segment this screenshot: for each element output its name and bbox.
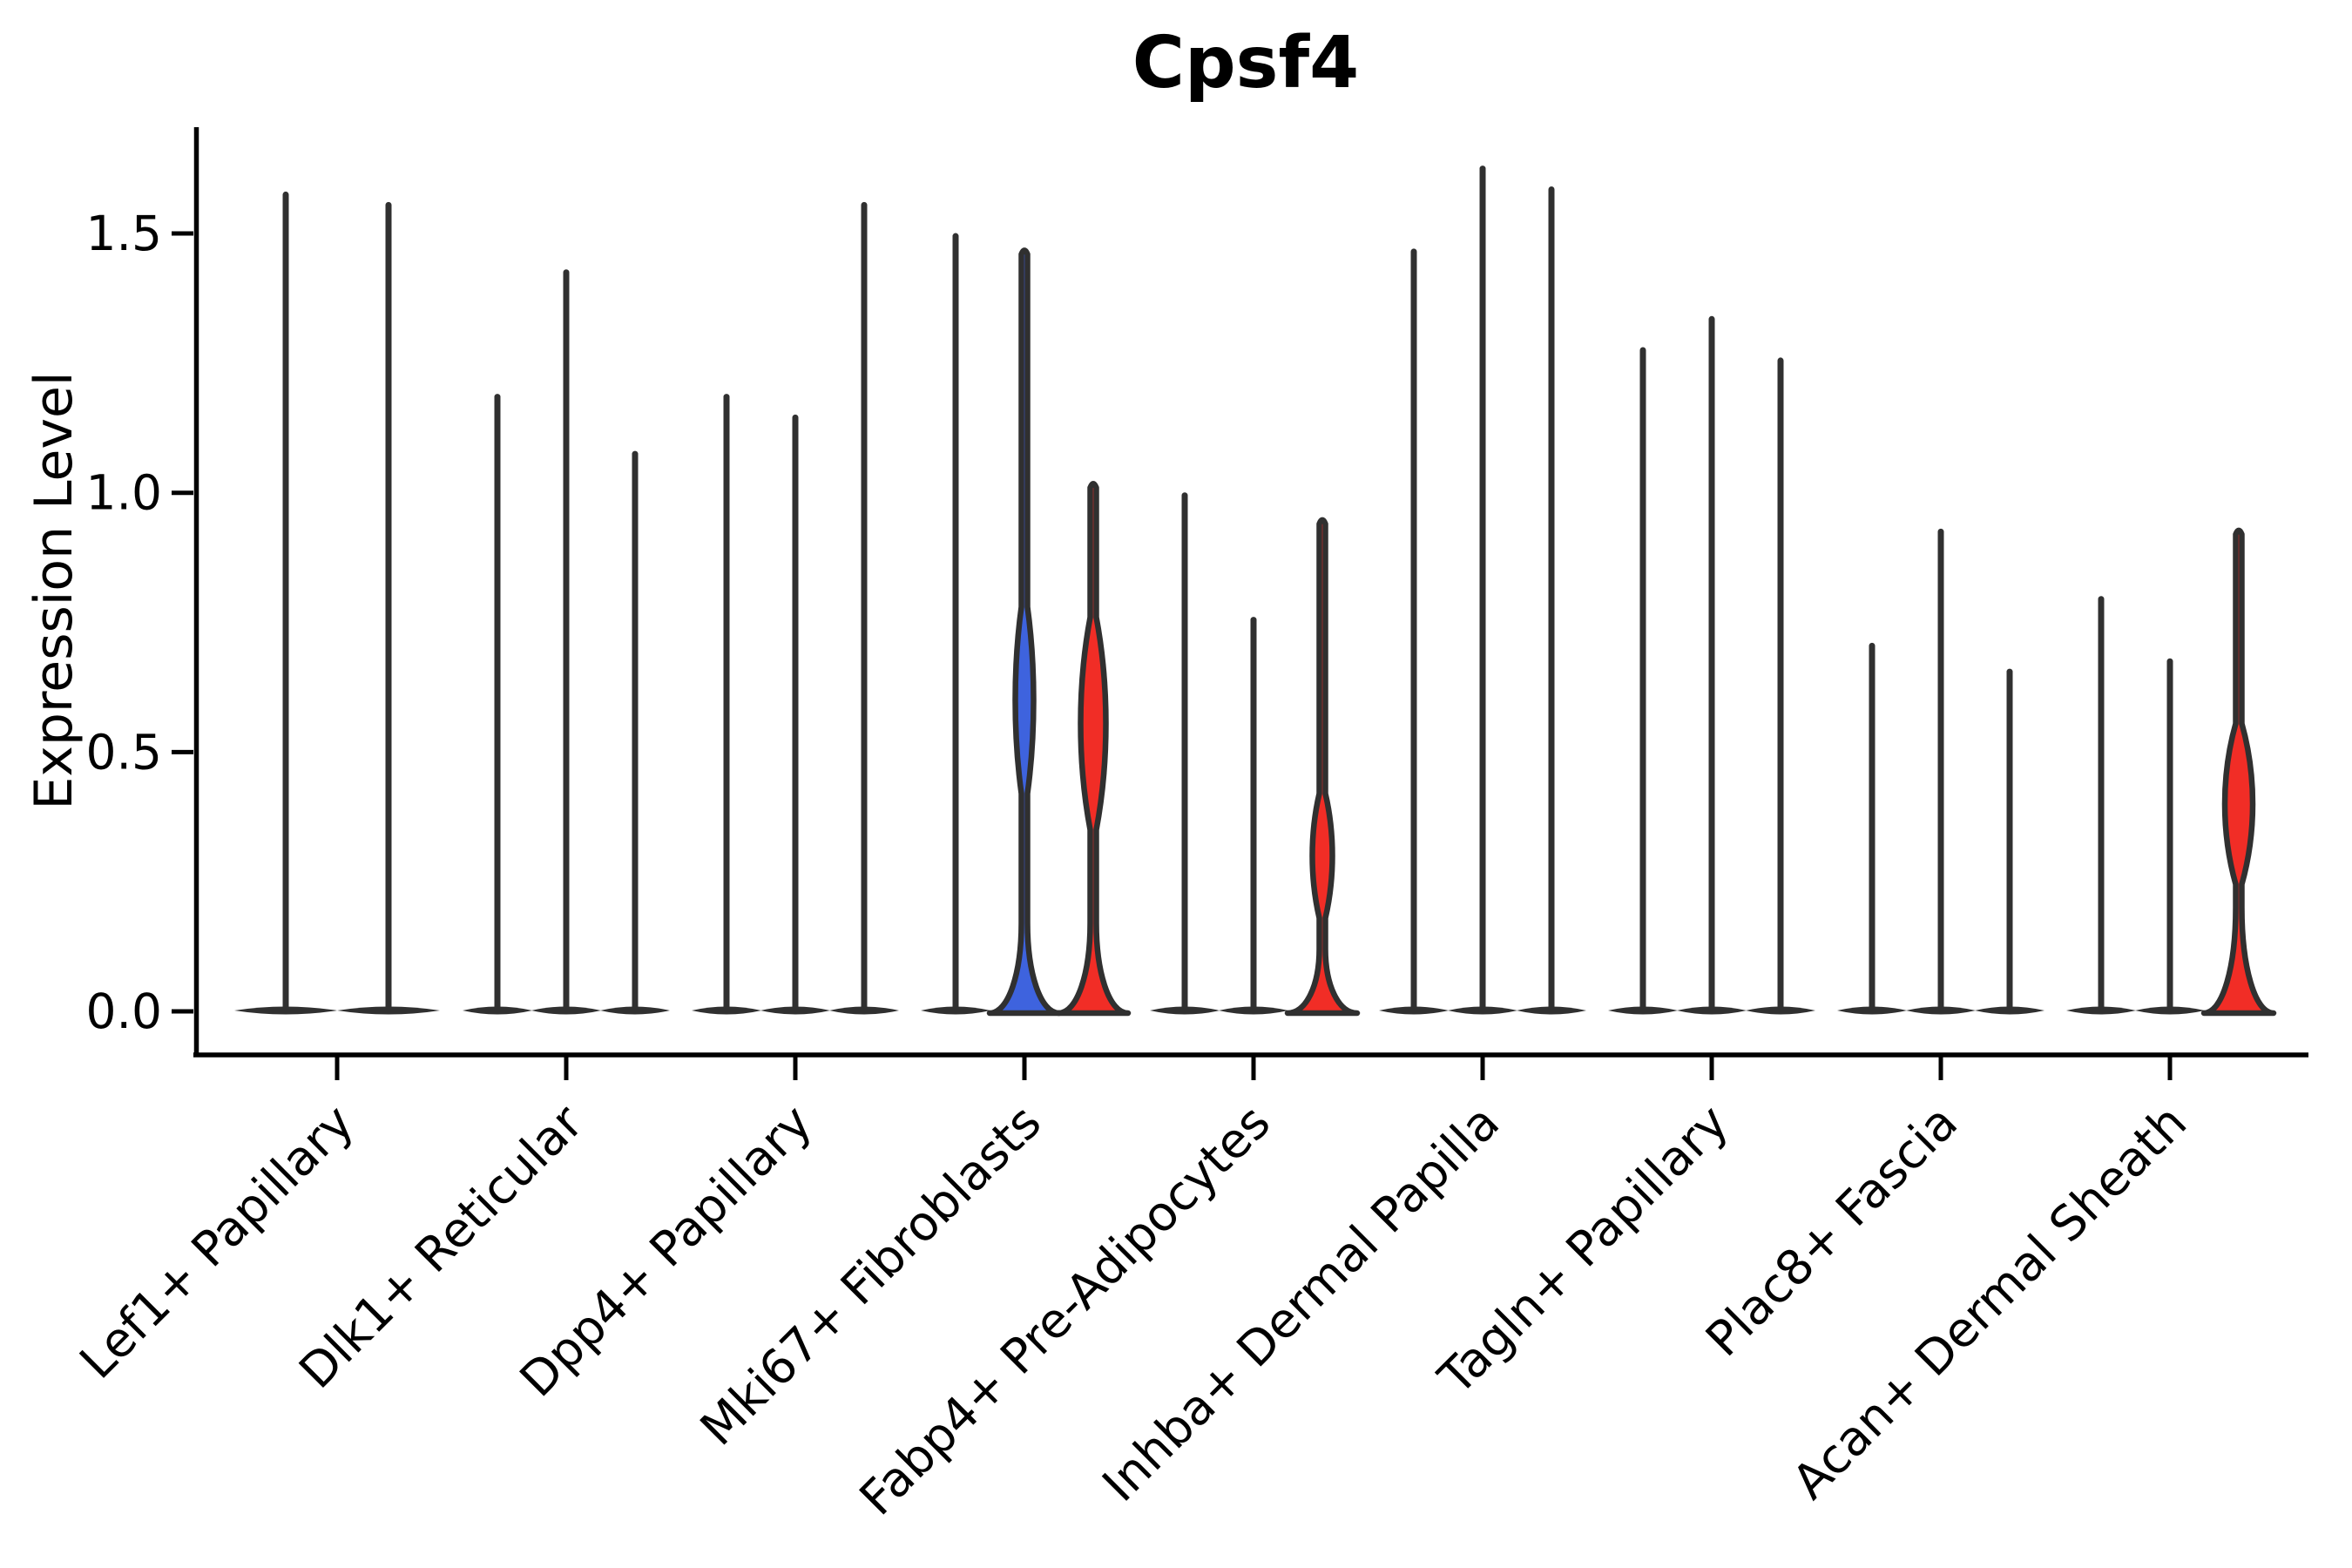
violin-filled-red bbox=[1284, 517, 1361, 1017]
y-axis-label: Expression Level bbox=[24, 371, 84, 809]
x-tick-label: Fabp4+ Pre-Adipocytes bbox=[848, 1094, 1281, 1526]
y-tick-label: 1.0 bbox=[86, 465, 162, 521]
violin-filled-blue bbox=[986, 247, 1063, 1017]
violin-group bbox=[1379, 166, 1586, 1015]
y-axis-ticks: 0.0 0.5 1.0 1.5 bbox=[86, 206, 193, 1039]
y-tick-label: 0.5 bbox=[86, 724, 162, 780]
violin-filled-red bbox=[2200, 527, 2277, 1017]
violin-group bbox=[921, 233, 1132, 1017]
violins-layer bbox=[234, 166, 2277, 1017]
violin-group bbox=[1608, 315, 1815, 1015]
violin-group bbox=[463, 269, 670, 1015]
violin-group bbox=[1150, 492, 1361, 1017]
violin-group bbox=[1837, 528, 2044, 1015]
axes bbox=[193, 127, 2308, 1058]
x-tick-label: Acan+ Dermal Sheath bbox=[1781, 1094, 2197, 1510]
y-tick-label: 1.5 bbox=[86, 206, 162, 261]
violin-filled-red bbox=[1055, 481, 1132, 1017]
violin-group bbox=[234, 191, 440, 1015]
violin-group bbox=[692, 201, 899, 1015]
violin-group bbox=[2066, 527, 2277, 1017]
chart-title: Cpsf4 bbox=[1132, 22, 1359, 105]
y-tick-label: 0.0 bbox=[86, 983, 162, 1039]
x-tick-label: Inhba+ Dermal Papilla bbox=[1092, 1094, 1510, 1512]
